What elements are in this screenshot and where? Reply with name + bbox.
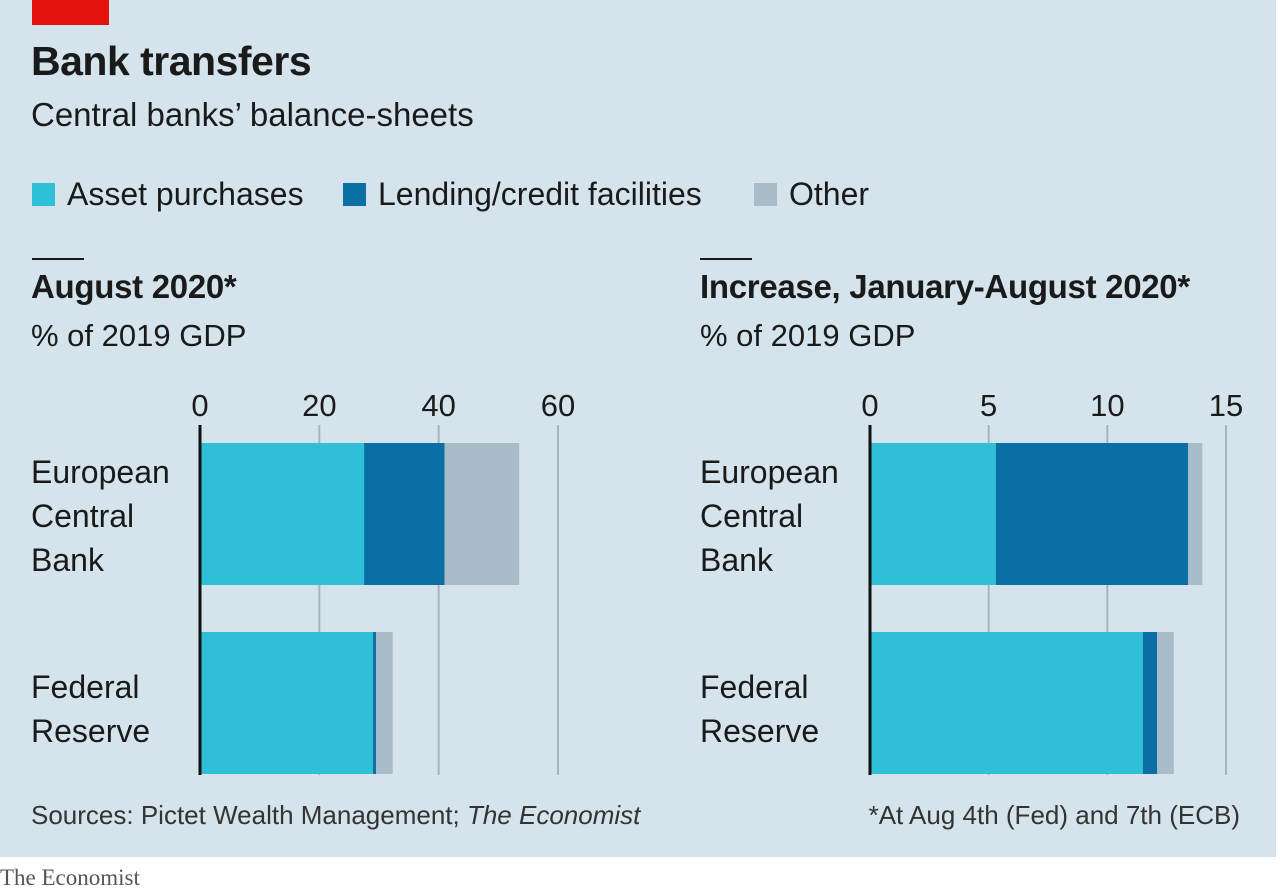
bar-segment-lending-credit-facilities bbox=[1142, 632, 1158, 774]
bar-segment-lending-credit-facilities bbox=[373, 632, 377, 774]
panel-rule-left bbox=[32, 258, 84, 260]
legend-item-other: Other bbox=[754, 176, 869, 213]
legend-label: Lending/credit facilities bbox=[378, 176, 702, 212]
brand-tag bbox=[32, 0, 109, 25]
bar-segment-other bbox=[1188, 443, 1203, 585]
panel-title-left: August 2020* bbox=[31, 268, 237, 305]
bar-charts: 0 20 40 60 0 5 10 15 bbox=[191, 388, 1243, 775]
x-tick-label: 15 bbox=[1209, 388, 1243, 423]
panel-unit-left: % of 2019 GDP bbox=[31, 318, 247, 353]
bar-segment-asset-purchases bbox=[200, 443, 365, 585]
category-label-ecb-right: European Central Bank bbox=[700, 454, 839, 578]
x-tick-label: 5 bbox=[980, 388, 997, 423]
bar-segment-other bbox=[444, 443, 520, 585]
bar-segment-asset-purchases bbox=[870, 632, 1143, 774]
category-label-fed-right: Federal Reserve bbox=[700, 669, 820, 749]
bar-segment-lending-credit-facilities bbox=[364, 443, 445, 585]
legend-item-lending: Lending/credit facilities bbox=[343, 176, 702, 213]
panel-unit-right: % of 2019 GDP bbox=[700, 318, 916, 353]
x-tick-label: 0 bbox=[191, 388, 208, 423]
x-tick-label: 40 bbox=[421, 388, 455, 423]
bar-segment-lending-credit-facilities bbox=[995, 443, 1189, 585]
chart-subtitle: Central banks’ balance-sheets bbox=[31, 96, 474, 133]
panel-title-right: Increase, January-August 2020* bbox=[700, 268, 1190, 305]
category-label-fed-left: Federal Reserve bbox=[31, 669, 151, 749]
panel-rule-right bbox=[700, 258, 752, 260]
x-tick-label: 0 bbox=[861, 388, 878, 423]
footnote: *At Aug 4th (Fed) and 7th (ECB) bbox=[868, 800, 1240, 830]
legend-label: Asset purchases bbox=[67, 176, 304, 212]
chart-title: Bank transfers bbox=[31, 38, 312, 84]
bar-segment-other bbox=[1157, 632, 1174, 774]
bar-segment-asset-purchases bbox=[200, 632, 374, 774]
x-tick-label: 60 bbox=[541, 388, 575, 423]
source-note: Sources: Pictet Wealth Management; The E… bbox=[31, 800, 641, 830]
legend-swatch-asset-purchases bbox=[32, 183, 55, 206]
chart-canvas: Bank transfers Central banks’ balance-sh… bbox=[0, 0, 1276, 857]
legend-label: Other bbox=[789, 176, 870, 212]
legend-item-asset-purchases: Asset purchases bbox=[32, 176, 304, 213]
category-label-ecb-left: European Central Bank bbox=[31, 454, 170, 578]
legend-swatch-lending bbox=[343, 183, 366, 206]
bar-segment-other bbox=[376, 632, 393, 774]
x-tick-label: 10 bbox=[1090, 388, 1124, 423]
x-tick-label: 20 bbox=[302, 388, 336, 423]
publication-brand: The Economist bbox=[0, 865, 140, 890]
bar-segment-asset-purchases bbox=[870, 443, 996, 585]
legend-swatch-other bbox=[754, 183, 777, 206]
